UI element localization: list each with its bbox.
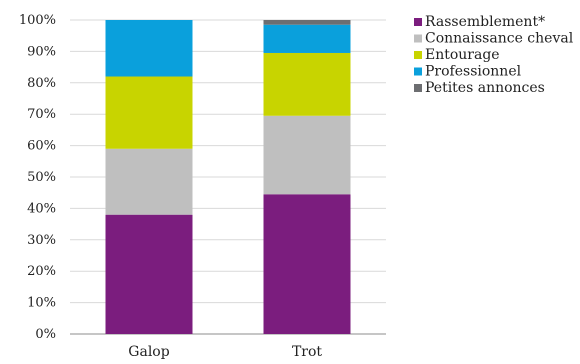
bar-segment: [263, 115, 351, 195]
legend-swatch: [414, 84, 422, 92]
bars: [105, 20, 351, 334]
y-tick-label: 20%: [27, 264, 56, 279]
bar-segment: [105, 148, 193, 215]
y-tick-label: 70%: [27, 107, 56, 122]
bar-segment: [263, 52, 351, 116]
y-tick-label: 50%: [27, 170, 56, 185]
legend-swatch: [414, 18, 422, 26]
bar-segment: [263, 24, 351, 53]
bar-segment: [105, 20, 193, 77]
bar-segment: [105, 214, 193, 334]
x-tick-label: Galop: [128, 344, 169, 360]
legend-swatch: [414, 67, 422, 76]
legend-swatch: [414, 51, 422, 59]
legend-label: Entourage: [425, 47, 500, 63]
y-tick-label: 100%: [19, 13, 56, 28]
y-tick-label: 90%: [27, 44, 56, 59]
bar-segment: [105, 76, 193, 149]
y-tick-label: 0%: [35, 327, 56, 342]
y-tick-label: 60%: [27, 139, 56, 154]
axes: 0% 10% 20% 30% 40% 50% 60% 70% 80% 90% 100% Galop Tr…: [19, 13, 323, 360]
y-tick-label: 80%: [27, 76, 56, 91]
legend-label: Connaissance cheval: [425, 31, 574, 47]
legend-label: Rassemblement*: [425, 14, 545, 30]
legend-label: Professionnel: [425, 64, 522, 80]
y-tick-label: 40%: [27, 201, 56, 216]
bar-segment: [263, 20, 351, 25]
legend-swatch: [414, 34, 422, 43]
bar-segment: [263, 194, 351, 334]
legend-label: Petites annonces: [425, 80, 545, 96]
legend: Rassemblement*Connaissance chevalEntoura…: [414, 14, 574, 96]
x-tick-label: Trot: [292, 344, 322, 360]
y-tick-label: 10%: [27, 296, 56, 311]
y-tick-label: 30%: [27, 233, 56, 248]
